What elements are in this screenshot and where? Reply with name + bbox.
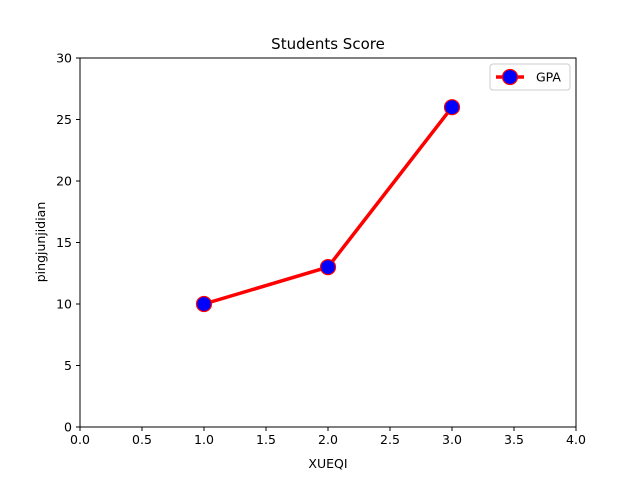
data-point bbox=[195, 295, 213, 313]
y-tick-label: 30 bbox=[56, 51, 72, 66]
legend: GPA bbox=[489, 63, 571, 91]
y-tick-label: 10 bbox=[56, 297, 72, 312]
plot-frame bbox=[79, 57, 577, 428]
x-tick-label: 2.5 bbox=[380, 432, 400, 447]
x-tick-label: 1.5 bbox=[256, 432, 276, 447]
x-tick-label: 4.0 bbox=[566, 432, 586, 447]
x-tick-label: 1.0 bbox=[194, 432, 214, 447]
x-axis-ticks: 0.0 0.5 1.0 1.5 2.0 2.5 3.0 3.5 4.0 bbox=[70, 427, 586, 447]
y-tick-label: 5 bbox=[64, 358, 72, 373]
series-layer bbox=[195, 99, 461, 313]
y-axis-label: pingjunjidian bbox=[33, 202, 48, 283]
y-tick-label: 25 bbox=[56, 112, 72, 127]
y-axis-ticks: 0 5 10 15 20 25 30 bbox=[56, 51, 80, 435]
y-tick-label: 15 bbox=[56, 235, 72, 250]
y-tick-label: 20 bbox=[56, 174, 72, 189]
x-tick-label: 3.5 bbox=[504, 432, 524, 447]
legend-marker-swatch bbox=[501, 68, 519, 86]
x-tick-label: 2.0 bbox=[318, 432, 338, 447]
x-tick-label: 0.5 bbox=[132, 432, 152, 447]
legend-label: GPA bbox=[536, 70, 561, 85]
x-tick-label: 3.0 bbox=[442, 432, 462, 447]
y-tick-label: 0 bbox=[64, 420, 72, 435]
chart-title: Students Score bbox=[271, 35, 385, 53]
data-point bbox=[319, 259, 337, 276]
x-axis-label: XUEQI bbox=[308, 456, 347, 471]
x-tick-label: 0.0 bbox=[70, 432, 90, 447]
data-point bbox=[443, 99, 461, 116]
